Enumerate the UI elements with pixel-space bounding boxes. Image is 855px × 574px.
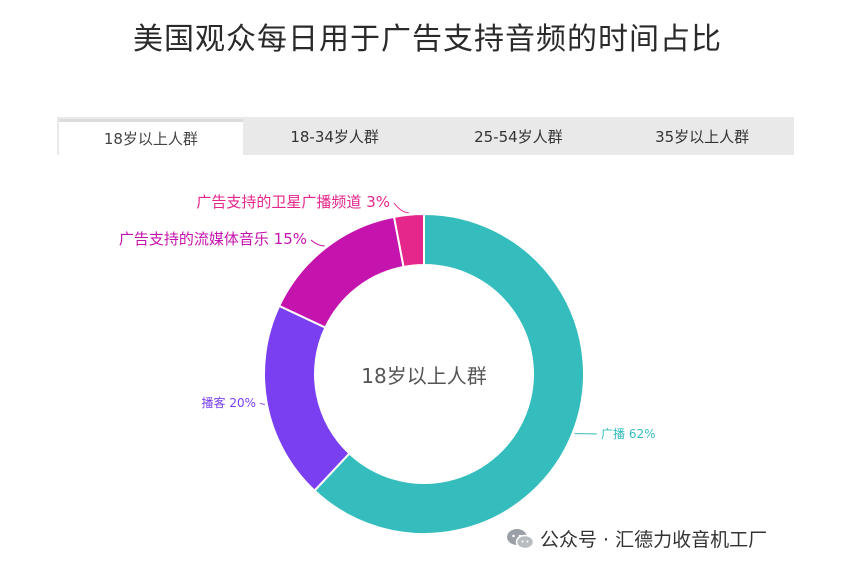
- tab-25-54[interactable]: 25-54岁人群: [474, 127, 563, 146]
- donut-slice-0[interactable]: [313, 212, 585, 535]
- audience-tabs: 18岁以上人群 18-34岁人群 25-54岁人群 35岁以上人群: [57, 117, 794, 155]
- donut-slice-3[interactable]: [392, 212, 425, 269]
- wechat-icon: [507, 528, 534, 549]
- chart-title: 美国观众每日用于广告支持音频的时间占比: [133, 22, 722, 57]
- slice-label-3: 广告支持的卫星广播频道 3%: [196, 193, 390, 211]
- slice-label-0: 广播 62%: [601, 427, 656, 441]
- tab-18-34[interactable]: 18-34岁人群: [290, 127, 379, 146]
- tab-35-plus[interactable]: 35岁以上人群: [655, 127, 750, 146]
- slice-label-1: 播客 20%: [202, 395, 257, 410]
- watermark-text: 公众号 · 汇德力收音机工厂: [540, 529, 768, 551]
- donut-center-label: 18岁以上人群: [361, 364, 486, 388]
- leader-line-2: [310, 239, 325, 247]
- donut-slice-1[interactable]: [263, 304, 351, 493]
- leader-line-3: [393, 202, 409, 214]
- slice-label-2: 广告支持的流媒体音乐 15%: [119, 230, 307, 248]
- watermark: 公众号 · 汇德力收音机工厂: [506, 525, 767, 552]
- tab-18-plus[interactable]: 18岁以上人群: [59, 119, 243, 155]
- leader-line-1: [259, 402, 265, 405]
